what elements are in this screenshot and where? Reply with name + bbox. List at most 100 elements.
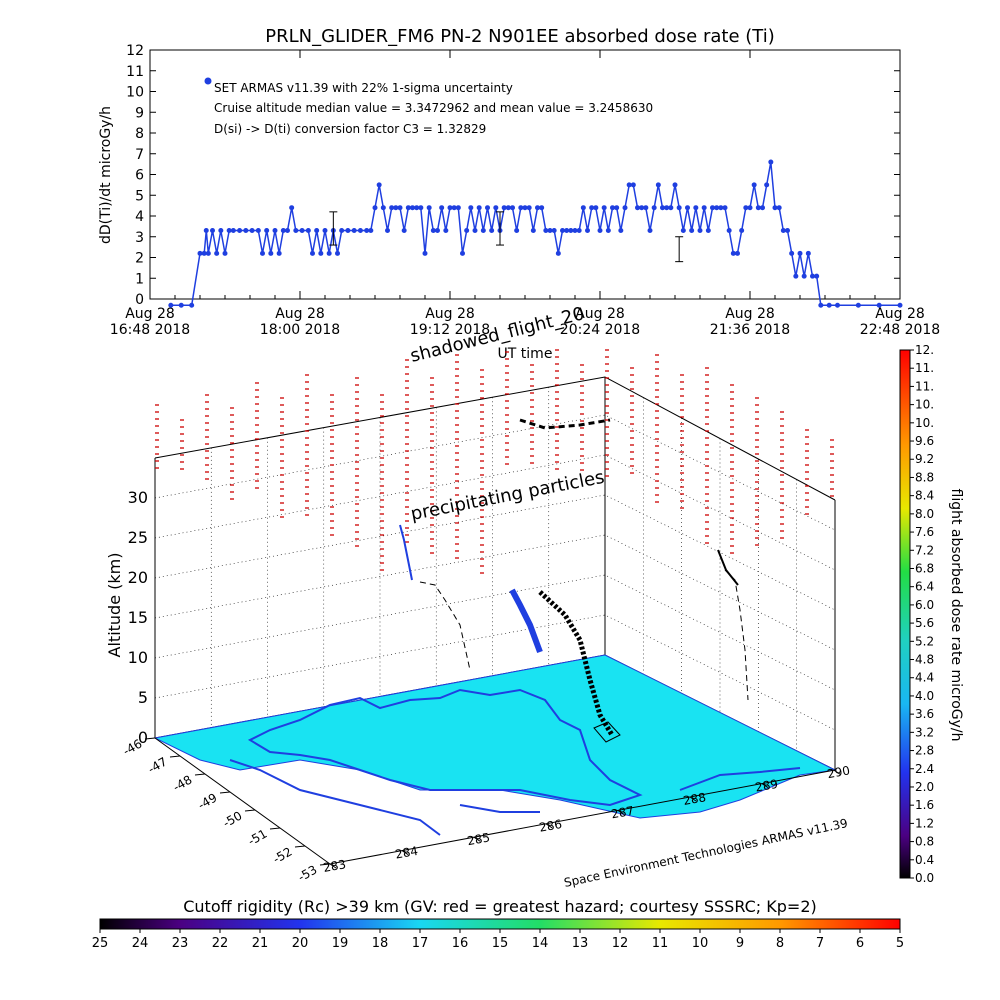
data-point: [464, 228, 470, 234]
data-point: [493, 205, 499, 211]
dose-colorbar-tick-label: 6.4: [915, 580, 934, 594]
data-point: [339, 228, 345, 234]
dose-colorbar-tick-label: 6.0: [915, 598, 934, 612]
data-point: [751, 182, 757, 188]
data-point: [318, 250, 324, 256]
dose-colorbar-tick-label: 11.: [915, 379, 934, 393]
dose-colorbar-tick-label: 6.8: [915, 561, 934, 575]
data-point: [218, 228, 224, 234]
data-point: [555, 250, 561, 256]
data-point: [230, 228, 236, 234]
y-tick-label: 5: [135, 188, 144, 204]
data-point: [626, 182, 632, 188]
data-point: [451, 205, 457, 211]
lat-tick-label: -47: [146, 754, 170, 776]
lat-tick-label: -50: [221, 808, 245, 830]
lon-tick-mark: [401, 850, 409, 856]
data-point: [768, 159, 774, 165]
y-tick-label: 8: [135, 126, 144, 142]
data-point: [410, 205, 415, 211]
y-tick-label: 1: [135, 271, 144, 287]
rigidity-colorbar-tick-label: 22: [212, 936, 229, 951]
dose-colorbar-gradient: [899, 349, 911, 879]
x-tick-label-top: Aug 28: [875, 306, 925, 322]
rigidity-colorbar-tick-label: 16: [452, 936, 469, 951]
rigidity-colorbar-tick-label: 9: [736, 936, 744, 951]
rigidity-colorbar-tick-label: 21: [252, 936, 269, 951]
data-point: [705, 228, 711, 234]
data-point: [701, 205, 707, 211]
altitude-tick-label: 10: [128, 648, 148, 667]
x-tick-label-top: Aug 28: [725, 306, 775, 322]
data-point: [455, 205, 461, 211]
data-point: [747, 205, 753, 211]
altitude-tick-label: 5: [138, 688, 148, 707]
dose-colorbar-tick-label: 10.: [915, 398, 934, 412]
rigidity-colorbar-tick-label: 15: [492, 936, 509, 951]
data-point: [651, 205, 657, 211]
data-point: [764, 182, 770, 188]
data-point: [697, 228, 703, 234]
x-tick-label-bottom: 19:12 2018: [410, 322, 490, 338]
data-point: [326, 250, 332, 256]
lat-tick-mark: [244, 809, 256, 812]
rigidity-colorbar: Cutoff rigidity (Rc) >39 km (GV: red = g…: [92, 897, 904, 951]
dose-colorbar-tick-label: 11.: [915, 361, 934, 375]
data-point: [468, 205, 474, 211]
flight-track: [399, 418, 749, 743]
dose-colorbar-tick-label: 8.0: [915, 507, 934, 521]
data-point: [351, 228, 357, 234]
lon-tick-mark: [617, 809, 625, 815]
data-point: [314, 228, 320, 234]
data-point: [635, 205, 640, 211]
data-point: [237, 228, 243, 234]
altitude-grid-line: [154, 414, 836, 531]
data-point: [439, 205, 445, 211]
dose-colorbar-tick-label: 4.0: [915, 689, 934, 703]
dose-colorbar-tick-label: 4.4: [915, 671, 934, 685]
data-point: [472, 228, 478, 234]
y-tick-label: 9: [135, 105, 144, 121]
dose-colorbar-tick-label: 0.8: [915, 835, 934, 849]
data-point: [760, 205, 765, 211]
lat-tick-mark: [169, 755, 181, 758]
dose-colorbar-tick-label: 8.8: [915, 470, 934, 484]
rigidity-colorbar-gradient: [99, 918, 901, 930]
data-point: [710, 205, 715, 211]
altitude-grid-line: [154, 574, 836, 691]
dose-colorbar-tick-label: 0.0: [915, 871, 934, 885]
dose-colorbar-tick-label: 2.0: [915, 780, 934, 794]
data-point: [501, 205, 507, 211]
dose-colorbar-tick-label: 3.6: [915, 707, 934, 721]
dose-colorbar-tick-label: 7.6: [915, 525, 934, 539]
data-point: [345, 228, 351, 234]
dose-colorbar-tick-label: 5.6: [915, 616, 934, 630]
data-point: [526, 205, 532, 211]
x-tick-label-bottom: 21:36 2018: [710, 322, 790, 338]
x-tick-label-bottom: 16:48 2018: [110, 322, 190, 338]
data-point: [680, 228, 686, 234]
altitude-grid-line: [154, 614, 836, 731]
x-axis-label: UT time: [498, 346, 553, 362]
data-point: [797, 250, 803, 256]
data-point: [335, 250, 340, 256]
altitude-grid-line: [154, 454, 836, 571]
data-point: [605, 228, 611, 234]
lat-tick-label: -48: [171, 772, 195, 794]
y-tick-label: 11: [126, 64, 144, 80]
data-point: [435, 228, 440, 234]
rigidity-colorbar-tick-label: 24: [132, 936, 149, 951]
data-point: [876, 302, 882, 308]
rigidity-colorbar-tick-label: 6: [856, 936, 864, 951]
data-point: [389, 205, 395, 211]
data-point: [205, 250, 211, 256]
data-point: [585, 228, 590, 234]
data-point: [789, 250, 795, 256]
data-point: [401, 228, 407, 234]
data-point: [835, 302, 840, 308]
y-tick-label: 3: [135, 230, 144, 246]
data-point: [372, 205, 378, 211]
y-tick-label: 6: [135, 168, 144, 184]
rigidity-colorbar-tick-label: 25: [92, 936, 109, 951]
